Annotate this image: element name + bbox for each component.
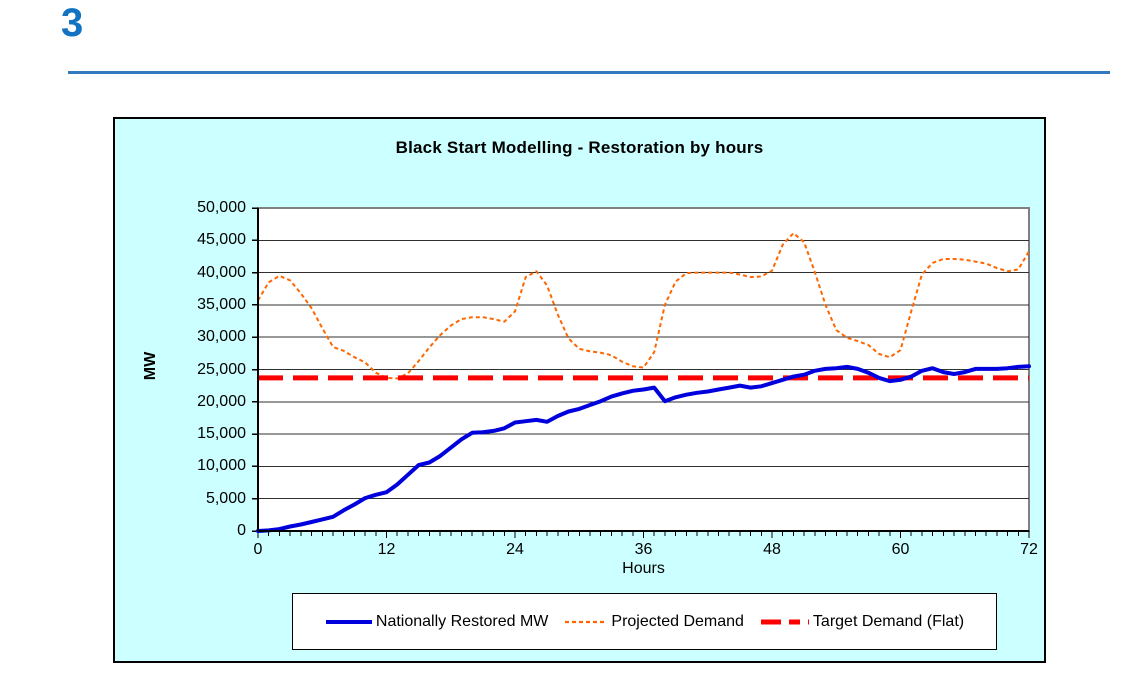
legend-long-dash-line-icon xyxy=(760,619,809,624)
divider-line xyxy=(68,71,1110,74)
chart-container: Black Start Modelling - Restoration by h… xyxy=(113,117,1046,663)
y-tick-label: 35,000 xyxy=(197,295,246,313)
x-tick-label: 12 xyxy=(377,541,396,558)
x-tick-label: 72 xyxy=(1020,541,1038,558)
y-tick-label: 0 xyxy=(237,522,246,539)
legend-label-target-demand: Target Demand (Flat) xyxy=(812,612,965,630)
x-tick-label: 0 xyxy=(253,541,263,558)
y-tick-label: 45,000 xyxy=(197,231,246,249)
slide-number: 3 xyxy=(61,1,84,45)
legend-label-projected-demand: Projected Demand xyxy=(611,612,744,630)
legend: Nationally Restored MW Projected Demand … xyxy=(292,593,997,650)
y-tick-label: 20,000 xyxy=(197,392,246,410)
plot-area xyxy=(252,207,1031,538)
legend-label-nationally-restored: Nationally Restored MW xyxy=(375,612,549,630)
legend-dashed-line-icon xyxy=(565,620,608,623)
y-tick-label: 15,000 xyxy=(197,425,246,443)
x-tick-label: 48 xyxy=(763,541,781,558)
y-tick-label: 25,000 xyxy=(197,360,246,378)
legend-item-target-demand: Target Demand (Flat) xyxy=(760,613,964,631)
x-tick-label: 36 xyxy=(634,541,653,558)
legend-item-projected-demand: Projected Demand xyxy=(564,613,744,631)
y-tick-label: 40,000 xyxy=(197,263,246,281)
y-tick-label: 5,000 xyxy=(205,489,246,507)
x-tick-label: 60 xyxy=(891,541,910,558)
y-tick-label: 50,000 xyxy=(197,199,246,216)
legend-solid-line-icon xyxy=(325,619,372,624)
x-tick-label: 24 xyxy=(506,541,524,558)
legend-item-nationally-restored: Nationally Restored MW xyxy=(325,612,549,631)
y-tick-label: 30,000 xyxy=(197,328,246,346)
x-axis-title: Hours xyxy=(622,560,665,577)
y-axis-title: MW xyxy=(142,351,159,381)
y-tick-label: 10,000 xyxy=(197,457,246,475)
chart-title: Black Start Modelling - Restoration by h… xyxy=(395,138,764,157)
